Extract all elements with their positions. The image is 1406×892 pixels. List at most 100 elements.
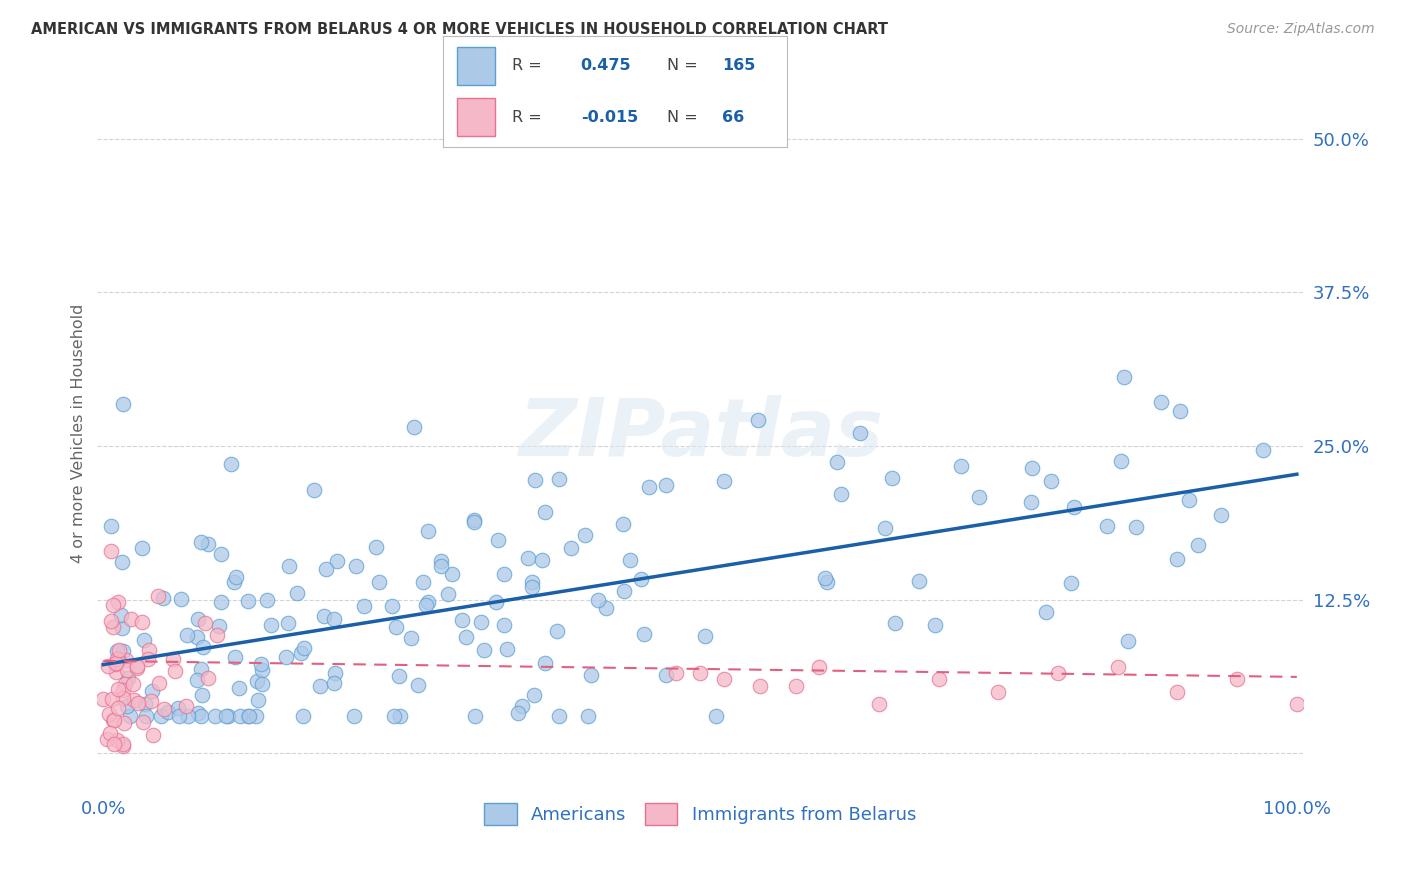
- Text: N =: N =: [666, 58, 697, 73]
- Point: [323, 612, 346, 626]
- Point: [104, 657, 127, 671]
- Point: [194, 615, 217, 630]
- Point: [506, 706, 529, 721]
- Point: [880, 471, 903, 485]
- Point: [122, 677, 145, 691]
- Point: [229, 709, 252, 723]
- Point: [1251, 443, 1274, 458]
- Point: [191, 688, 214, 702]
- Point: [285, 586, 308, 600]
- Point: [484, 595, 506, 609]
- Point: [1168, 403, 1191, 417]
- Point: [416, 524, 439, 538]
- Point: [100, 726, 122, 740]
- Point: [1039, 475, 1062, 489]
- Point: [470, 615, 492, 629]
- Point: [107, 595, 129, 609]
- Point: [588, 592, 610, 607]
- Point: [105, 652, 128, 666]
- Legend: Americans, Immigrants from Belarus: Americans, Immigrants from Belarus: [475, 794, 925, 834]
- Point: [246, 673, 269, 688]
- Point: [530, 552, 553, 566]
- Point: [574, 527, 596, 541]
- Point: [633, 627, 655, 641]
- Point: [224, 575, 246, 590]
- Point: [884, 615, 907, 630]
- Point: [190, 535, 212, 549]
- Point: [105, 665, 128, 680]
- Point: [388, 709, 411, 723]
- Point: [115, 653, 138, 667]
- Point: [1111, 454, 1133, 468]
- Point: [346, 559, 368, 574]
- Point: [136, 652, 159, 666]
- Point: [1112, 370, 1135, 384]
- Text: -0.015: -0.015: [581, 110, 638, 125]
- Point: [388, 669, 411, 683]
- Point: [454, 630, 477, 644]
- Point: [215, 709, 238, 723]
- Point: [1107, 660, 1129, 674]
- Point: [382, 709, 405, 723]
- Point: [238, 593, 260, 607]
- Point: [464, 709, 486, 723]
- Y-axis label: 4 or more Vehicles in Household: 4 or more Vehicles in Household: [72, 304, 86, 564]
- Point: [630, 572, 652, 586]
- Point: [111, 690, 134, 705]
- Point: [170, 592, 193, 607]
- Point: [665, 666, 688, 681]
- Point: [167, 709, 190, 723]
- Point: [613, 583, 636, 598]
- Point: [808, 660, 831, 674]
- Point: [1150, 394, 1173, 409]
- Point: [406, 678, 429, 692]
- Point: [312, 609, 335, 624]
- Point: [655, 667, 678, 681]
- Point: [292, 640, 315, 655]
- Point: [93, 691, 115, 706]
- Point: [191, 640, 214, 654]
- Point: [510, 698, 533, 713]
- Text: 0.475: 0.475: [581, 58, 631, 73]
- Point: [520, 580, 543, 594]
- Point: [1226, 673, 1249, 687]
- Point: [1047, 666, 1070, 681]
- Point: [385, 619, 408, 633]
- Point: [1285, 697, 1308, 711]
- Point: [278, 558, 301, 573]
- Point: [416, 595, 439, 609]
- Point: [256, 593, 278, 607]
- Point: [252, 663, 274, 677]
- Point: [111, 683, 134, 698]
- Point: [114, 677, 136, 691]
- Point: [695, 629, 717, 643]
- Point: [429, 553, 451, 567]
- Point: [524, 474, 547, 488]
- Point: [1187, 538, 1209, 552]
- Point: [849, 425, 872, 440]
- Point: [367, 574, 389, 589]
- Point: [928, 673, 950, 687]
- Point: [103, 713, 125, 727]
- Point: [1019, 494, 1042, 508]
- Point: [353, 599, 375, 613]
- Point: [152, 591, 174, 606]
- Point: [748, 678, 770, 692]
- Point: [217, 709, 239, 723]
- FancyBboxPatch shape: [457, 47, 495, 85]
- Point: [134, 697, 156, 711]
- Point: [111, 622, 134, 636]
- Point: [579, 667, 602, 681]
- Point: [315, 562, 337, 576]
- FancyBboxPatch shape: [457, 98, 495, 136]
- Point: [197, 671, 219, 685]
- Point: [546, 624, 568, 639]
- Point: [250, 676, 273, 690]
- Point: [290, 646, 312, 660]
- Point: [868, 697, 890, 711]
- Point: [111, 737, 134, 751]
- Point: [1095, 519, 1118, 533]
- Point: [548, 472, 571, 486]
- Point: [105, 732, 128, 747]
- Point: [176, 709, 198, 723]
